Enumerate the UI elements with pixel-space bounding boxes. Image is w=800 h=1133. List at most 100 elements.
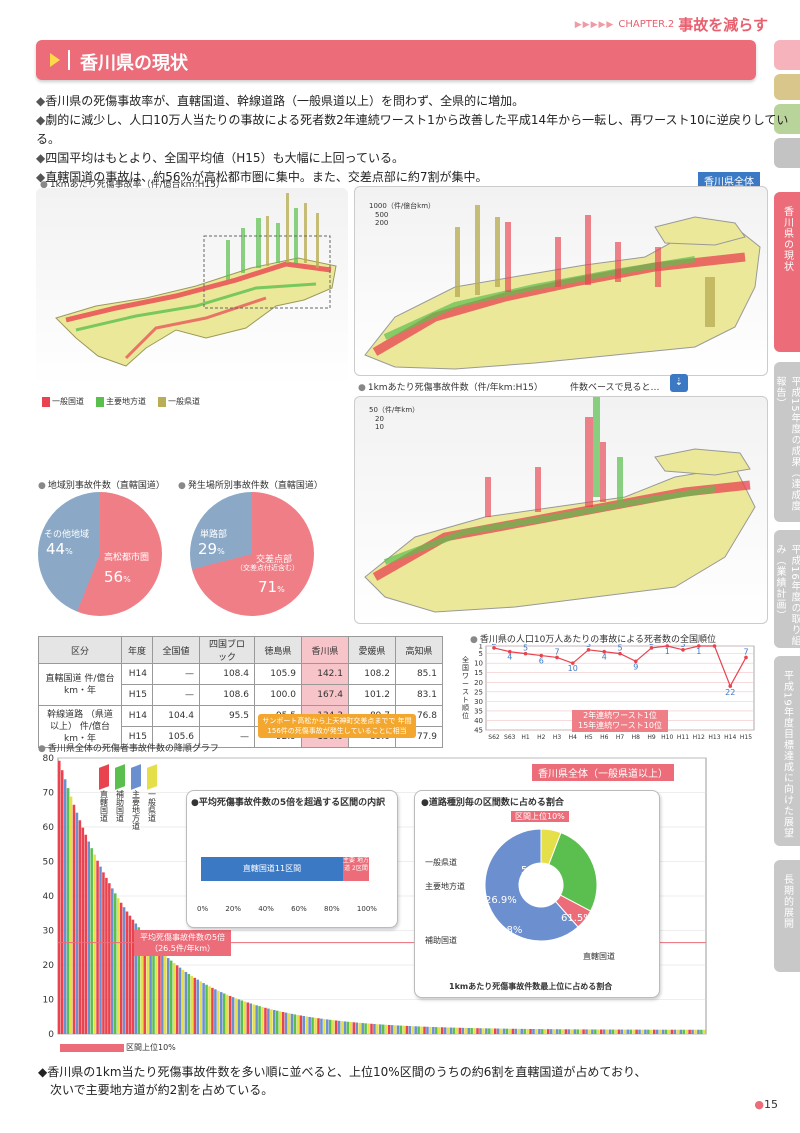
legend-label: 主要地方道 [106,397,146,406]
desc-bar [190,975,194,1034]
desc-bar [299,1015,303,1034]
desc-bar [96,860,99,1034]
desc-bar [149,940,152,1034]
desc-bar [667,1029,671,1034]
tab-h15-results[interactable]: 平成15年度の成果（達成度報告） [774,362,800,522]
rank-ytick: 1 [479,644,483,651]
rank-ytick: 35 [474,707,483,715]
desc-bar [673,1029,677,1034]
desc-bar [390,1025,394,1034]
desc-bar [602,1029,606,1034]
rank-xtick: S62 [488,734,500,741]
desc-badge: 香川県全体（一般県道以上） [532,764,674,781]
desc-bar [411,1026,414,1034]
bullet-item: 香川県の死傷事故率が、直轄国道、幹線道路（一般県道以上）を問わず、全県的に増加。 [36,92,800,111]
footnote-line: 次いで主要地方道が約2割を占めている。 [50,1083,274,1097]
desc-bar [367,1023,370,1034]
desc-bar [688,1029,691,1034]
desc-bar [544,1029,547,1034]
rank-data-label: 5 [617,644,622,653]
desc-bar [650,1029,653,1034]
desc-bar [134,923,138,1034]
desc-bar [541,1029,544,1034]
desc-bar [119,902,123,1034]
donut-label-chokkatsu: 直轄国道 [583,952,615,961]
tab-h19-outlook[interactable]: 平成19年度目標達成に向けた展望 [774,656,800,846]
table-cell: 95.5 [199,705,255,727]
desc-bar [240,1000,244,1034]
desc-bar [314,1017,317,1034]
desc-bar [326,1019,329,1034]
desc-bar [414,1026,417,1034]
desc-bar [334,1020,338,1034]
donut-label-ippan: 一般県道 [425,858,457,867]
desc-bar [570,1029,574,1034]
side-deco-1 [774,40,800,70]
desc-bar [599,1029,603,1034]
desc-bar [305,1016,308,1034]
year-cell: H14 [121,705,153,727]
rank-annotation: 2年連続ワースト1位 15年連続ワースト10位 [572,710,668,732]
desc-bar [697,1029,700,1034]
desc-bar [364,1023,367,1034]
desc-bar [420,1026,423,1034]
desc-bar [196,979,199,1034]
rank-point [665,644,670,648]
desc-bar [700,1029,703,1034]
pie2-small-label: 単路部 [200,530,228,540]
desc-legend: 直轄国道 補助国道 主要地方道 一般県道 [98,764,158,830]
tab-h16-plans[interactable]: 平成16年度の取り組み（業績計画） [774,530,800,648]
desc-bar [320,1018,323,1034]
rank-ytick: 40 [474,717,483,725]
bottom-map-caption: 1kmあたり死傷事故件数（件/年km:H15） [358,380,543,393]
pie-value: 44 [46,540,66,558]
desc-bar [508,1028,512,1034]
desc-bar [352,1022,356,1034]
top-scale: 1000（件/億台km） 500 200 [369,201,435,227]
desc-bar [579,1029,582,1034]
desc-bar [143,934,146,1034]
desc-bar [358,1022,361,1034]
rank-data-label: 6 [539,657,544,666]
rank-point [570,661,575,665]
donut-value: 5.8% [497,925,523,936]
desc-bar [502,1028,506,1034]
desc-bar [228,995,232,1034]
desc-bar [482,1028,485,1034]
desc-bar [505,1028,509,1034]
desc-ytick: 70 [43,789,55,799]
desc-bar [205,984,208,1034]
desc-bar [449,1027,453,1034]
rank-ytick: 30 [474,698,483,706]
desc-bar [311,1017,314,1034]
desc-bar [69,796,73,1034]
inset-breakdown: ●平均死傷事故件数の5倍を超過する区間の内訳 直轄国道11区間 主要 地方道 2… [186,790,398,928]
top10-label: 区間上位10% [126,1043,176,1052]
tab-long-term[interactable]: 長期的展開 [774,860,800,972]
rank-ytick: 10 [474,660,483,668]
legend-item: 一般国道 [42,396,84,407]
desc-bar [261,1006,264,1034]
legend-label: 補助国道 [115,790,125,822]
donut-value: 61.5% [561,913,593,924]
desc-bar [499,1028,503,1034]
desc-bar [423,1026,426,1034]
desc-bar [393,1025,397,1034]
play-icon [50,53,60,67]
desc-bar [355,1022,359,1034]
desc-ytick: 50 [43,858,55,868]
desc-bar [328,1019,332,1034]
table-cell: 108.2 [348,663,396,685]
tab-current-status[interactable]: 香川県の現状 [774,192,800,352]
desc-bar [361,1023,364,1034]
desc-bar [594,1029,597,1034]
desc-bar [573,1029,576,1034]
rank-point [539,653,544,658]
desc-bar [249,1003,252,1034]
desc-bar [488,1028,491,1034]
rank-ylabel: 全国ワースト順位 [462,656,469,720]
footnote: ◆香川県の1km当たり死傷事故件数を多い順に並べると、上位10%区間のうちの約6… [38,1063,647,1099]
donut-value: 26.9% [485,895,517,906]
table-header: 香川県 [301,636,349,664]
desc-bar [658,1029,662,1034]
